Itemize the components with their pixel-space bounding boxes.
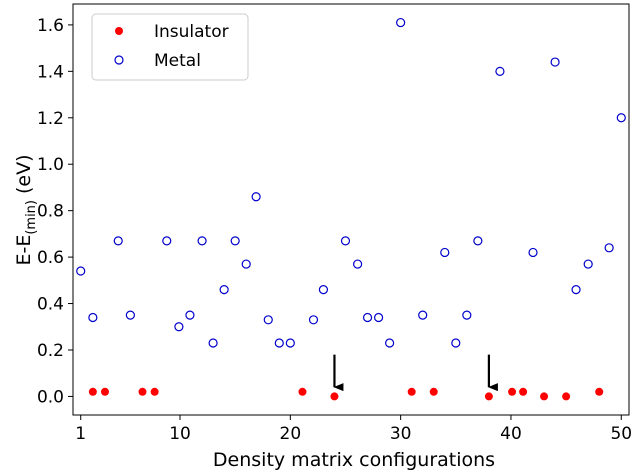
point-metal xyxy=(583,259,593,269)
point-metal xyxy=(528,247,538,258)
axes-frame xyxy=(72,3,630,416)
point-insulator xyxy=(150,387,159,396)
point-metal xyxy=(340,236,351,246)
point-metal xyxy=(616,113,626,123)
point-metal xyxy=(473,236,483,246)
point-insulator xyxy=(519,387,528,396)
y-axis-label-subscript: (min) xyxy=(24,200,39,235)
point-metal xyxy=(362,312,373,323)
x-tick-label: 50 xyxy=(610,424,632,444)
point-metal xyxy=(241,259,251,269)
y-tick-label: 1.2 xyxy=(37,109,64,129)
point-metal xyxy=(318,285,329,295)
x-axis-label: Density matrix configurations xyxy=(213,449,495,471)
point-insulator xyxy=(429,387,438,396)
point-insulator xyxy=(562,392,571,401)
legend-marker-metal xyxy=(114,55,124,65)
x-tick-label: 1 xyxy=(75,424,86,444)
axes: 1 10 20 30 40 50 0.0 0.2 0.4 0.6 0.8 1.0 1.2 1.4 1.6 xyxy=(37,3,632,444)
point-metal xyxy=(495,66,505,76)
legend-marker-insulator xyxy=(115,27,123,35)
y-tick-label: 0.0 xyxy=(37,387,64,407)
x-tick-label: 20 xyxy=(280,424,302,444)
point-metal xyxy=(571,285,581,295)
y-tick-label: 0.2 xyxy=(37,341,64,361)
point-metal xyxy=(230,236,240,246)
point-metal xyxy=(353,259,363,269)
point-insulator xyxy=(138,387,147,396)
x-tick-label: 40 xyxy=(500,424,522,444)
point-metal xyxy=(440,247,450,258)
y-tick-label: 1.0 xyxy=(37,155,64,175)
y-tick-label: 0.8 xyxy=(37,202,64,222)
point-metal xyxy=(274,338,284,348)
point-metal xyxy=(219,285,229,295)
point-metal xyxy=(88,312,98,323)
point-metal xyxy=(385,338,395,348)
point-metal xyxy=(197,236,207,246)
point-metal xyxy=(396,17,406,28)
y-axis-label-main: E-E xyxy=(13,235,35,266)
point-insulator xyxy=(88,387,97,396)
point-insulator xyxy=(484,392,493,401)
point-metal xyxy=(418,310,428,320)
point-metal xyxy=(185,310,195,320)
plot-area xyxy=(76,17,626,401)
point-insulator xyxy=(100,387,109,396)
point-metal xyxy=(462,310,472,320)
x-tick-label: 30 xyxy=(390,424,412,444)
point-metal xyxy=(174,322,184,332)
legend-label-metal: Metal xyxy=(154,51,201,71)
point-metal xyxy=(125,310,135,320)
y-axis-label: E-E(min) (eV) xyxy=(13,154,39,265)
point-insulator xyxy=(540,392,549,401)
legend: Insulator Metal xyxy=(91,13,249,81)
point-insulator xyxy=(330,392,339,401)
point-metal xyxy=(263,315,273,325)
point-metal xyxy=(76,266,86,276)
point-metal xyxy=(162,236,172,246)
point-metal xyxy=(251,192,261,202)
y-tick-label: 1.6 xyxy=(37,16,64,36)
legend-box xyxy=(91,13,249,81)
y-tick-label: 0.6 xyxy=(37,248,64,268)
x-tick-label: 10 xyxy=(169,424,191,444)
legend-label-insulator: Insulator xyxy=(154,22,229,42)
point-metal xyxy=(604,243,614,253)
point-metal xyxy=(208,338,218,348)
point-insulator xyxy=(298,387,307,396)
point-insulator xyxy=(595,387,604,396)
point-metal xyxy=(285,338,295,348)
point-insulator xyxy=(508,387,517,396)
y-axis-label-unit: (eV) xyxy=(13,154,35,200)
point-metal xyxy=(451,338,461,348)
y-tick-label: 0.4 xyxy=(37,295,64,315)
y-tick-label: 1.4 xyxy=(37,62,64,82)
point-metal xyxy=(550,57,560,67)
point-metal xyxy=(373,312,384,323)
point-metal xyxy=(308,315,319,325)
point-insulator xyxy=(407,387,416,396)
point-metal xyxy=(113,236,123,246)
